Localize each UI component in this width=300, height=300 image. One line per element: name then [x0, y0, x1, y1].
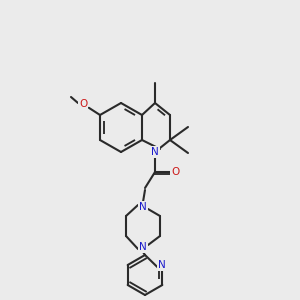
Text: N: N — [151, 147, 159, 157]
Text: N: N — [139, 242, 147, 252]
Text: O: O — [79, 99, 87, 109]
Text: N: N — [158, 260, 166, 270]
Text: O: O — [171, 167, 179, 177]
Text: N: N — [139, 202, 147, 212]
